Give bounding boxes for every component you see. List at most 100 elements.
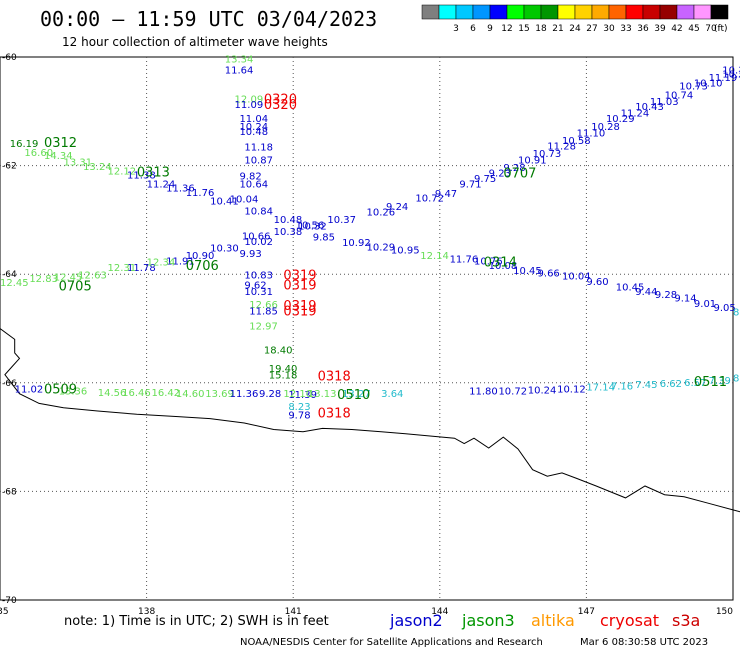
swh-value: 10.90 — [186, 251, 215, 262]
swh-value: 8.91 — [733, 307, 740, 318]
swh-value: 12.66 — [249, 300, 278, 311]
swh-value: 12.97 — [249, 322, 278, 333]
satellite-name: jason2 — [389, 611, 443, 630]
map-subtitle: 12 hour collection of altimeter wave hei… — [62, 35, 328, 49]
latitude-tick-label: -60 — [2, 53, 17, 63]
swh-value: 9.28 — [655, 290, 677, 301]
satellite-name: cryosat — [600, 611, 659, 630]
color-tick-label: 15 — [518, 24, 529, 34]
latitude-tick-label: -68 — [2, 487, 17, 497]
longitude-tick-label: 135 — [0, 607, 9, 617]
color-swatch — [642, 4, 661, 20]
map-border — [0, 56, 734, 601]
pass-time: 0319 — [283, 278, 316, 293]
swh-value: 9.82 — [239, 172, 261, 183]
footer-timestamp: Mar 6 08:30:58 UTC 2023 — [580, 637, 708, 648]
swh-value: 7.39 — [709, 376, 731, 387]
swh-value: 13.13 — [308, 389, 337, 400]
swh-value: 11.36 — [230, 389, 259, 400]
latitude-tick-label: -64 — [2, 270, 17, 280]
longitude-tick-label: 144 — [431, 607, 448, 617]
swh-value: 12.63 — [78, 271, 107, 282]
swh-value: 10.04 — [562, 272, 591, 283]
swh-value: 10.30 — [210, 243, 239, 254]
swh-value: 13.34 — [225, 54, 254, 65]
swh-value: 9.66 — [538, 268, 560, 279]
swh-value: 10.24 — [528, 386, 557, 397]
swh-value: 9.44 — [635, 287, 657, 298]
swh-value: 10.66 — [242, 231, 271, 242]
pass-time: 0312 — [44, 136, 77, 151]
swh-value: 10.76 — [474, 256, 503, 267]
swh-value: 11.80 — [469, 387, 498, 398]
swh-value: 10.04 — [230, 195, 259, 206]
swh-value: 11.76 — [186, 188, 215, 199]
color-swatch — [438, 4, 457, 20]
swh-value: 10.91 — [518, 155, 547, 166]
color-swatch — [693, 4, 712, 20]
swh-value: 12.14 — [420, 251, 449, 262]
satellite-legend: jason2 jason3 altika cryosat s3a — [389, 611, 700, 630]
color-swatch — [659, 4, 678, 20]
swh-value: 13.31 — [64, 158, 93, 169]
swh-value: 11.38 — [127, 171, 156, 182]
swh-value: 9.85 — [313, 233, 335, 244]
pass-time: 0319 — [283, 299, 316, 314]
color-tick-label: 70 — [705, 24, 717, 34]
color-tick-label: 18 — [535, 24, 547, 34]
swh-value: 14.60 — [176, 389, 205, 400]
swh-value: 10.38 — [274, 227, 303, 238]
pass-time: 0313 — [137, 165, 170, 180]
satellite-name: s3a — [672, 611, 700, 630]
longitude-tick-label: 138 — [138, 607, 155, 617]
swh-value: 12.45 — [0, 278, 29, 289]
color-tick-label: 42 — [671, 24, 682, 34]
color-swatch — [472, 4, 491, 20]
swh-value: 10.73 — [679, 82, 708, 93]
swh-value: 10.08 — [489, 261, 518, 272]
color-swatch — [523, 4, 542, 20]
pass-time: 0510 — [337, 388, 370, 403]
swh-value: 13.24 — [83, 162, 112, 173]
swh-value: 10.83 — [244, 271, 273, 282]
color-swatch — [421, 4, 440, 20]
swh-value: 16.19 — [10, 139, 39, 150]
swh-value: 10.45 — [616, 282, 645, 293]
swh-value: 10.32 — [298, 222, 327, 233]
color-tick-label: 33 — [620, 24, 631, 34]
swh-value: 10.28 — [591, 122, 620, 133]
longitude-tick-label: 147 — [578, 607, 595, 617]
altimeter-tracks: 10.1910.2911.1910.1010.7310.7411.0310.43… — [0, 54, 740, 421]
map-title: 00:00 – 11:59 UTC 03/04/2023 — [40, 7, 377, 31]
swh-value: 14.56 — [98, 388, 127, 399]
swh-value: 11.85 — [249, 306, 278, 317]
color-swatch — [710, 4, 729, 20]
swh-value: 11.39 — [288, 390, 317, 401]
swh-value: 10.87 — [244, 155, 273, 166]
color-tick-label: 36 — [637, 24, 649, 34]
pass-time: 0707 — [503, 167, 536, 182]
swh-value: 10.37 — [327, 215, 356, 226]
swh-value: 10.48 — [239, 127, 268, 138]
swh-value: 10.84 — [244, 206, 273, 217]
swh-value: 10.24 — [239, 122, 268, 133]
coastline — [0, 328, 740, 513]
swh-value: 19.40 — [269, 364, 298, 375]
swh-value: 12.09 — [235, 95, 264, 106]
swh-value: 11.09 — [235, 100, 264, 111]
swh-value: 9.23 — [489, 168, 511, 179]
swh-value: 11.10 — [577, 128, 606, 139]
longitude-tick-label: 141 — [285, 607, 302, 617]
color-tick-label: 6 — [470, 24, 476, 34]
swh-value: 6.62 — [660, 379, 682, 390]
swh-value: 11.02 — [15, 385, 44, 396]
swh-value: 16.46 — [122, 388, 151, 399]
color-unit-label: (ft) — [714, 24, 728, 34]
color-swatch — [455, 4, 474, 20]
swh-value: 9.78 — [288, 411, 310, 422]
swh-value: 11.91 — [166, 256, 195, 267]
swh-value: 10.26 — [367, 208, 396, 219]
color-swatch — [540, 4, 559, 20]
color-swatch — [557, 4, 576, 20]
